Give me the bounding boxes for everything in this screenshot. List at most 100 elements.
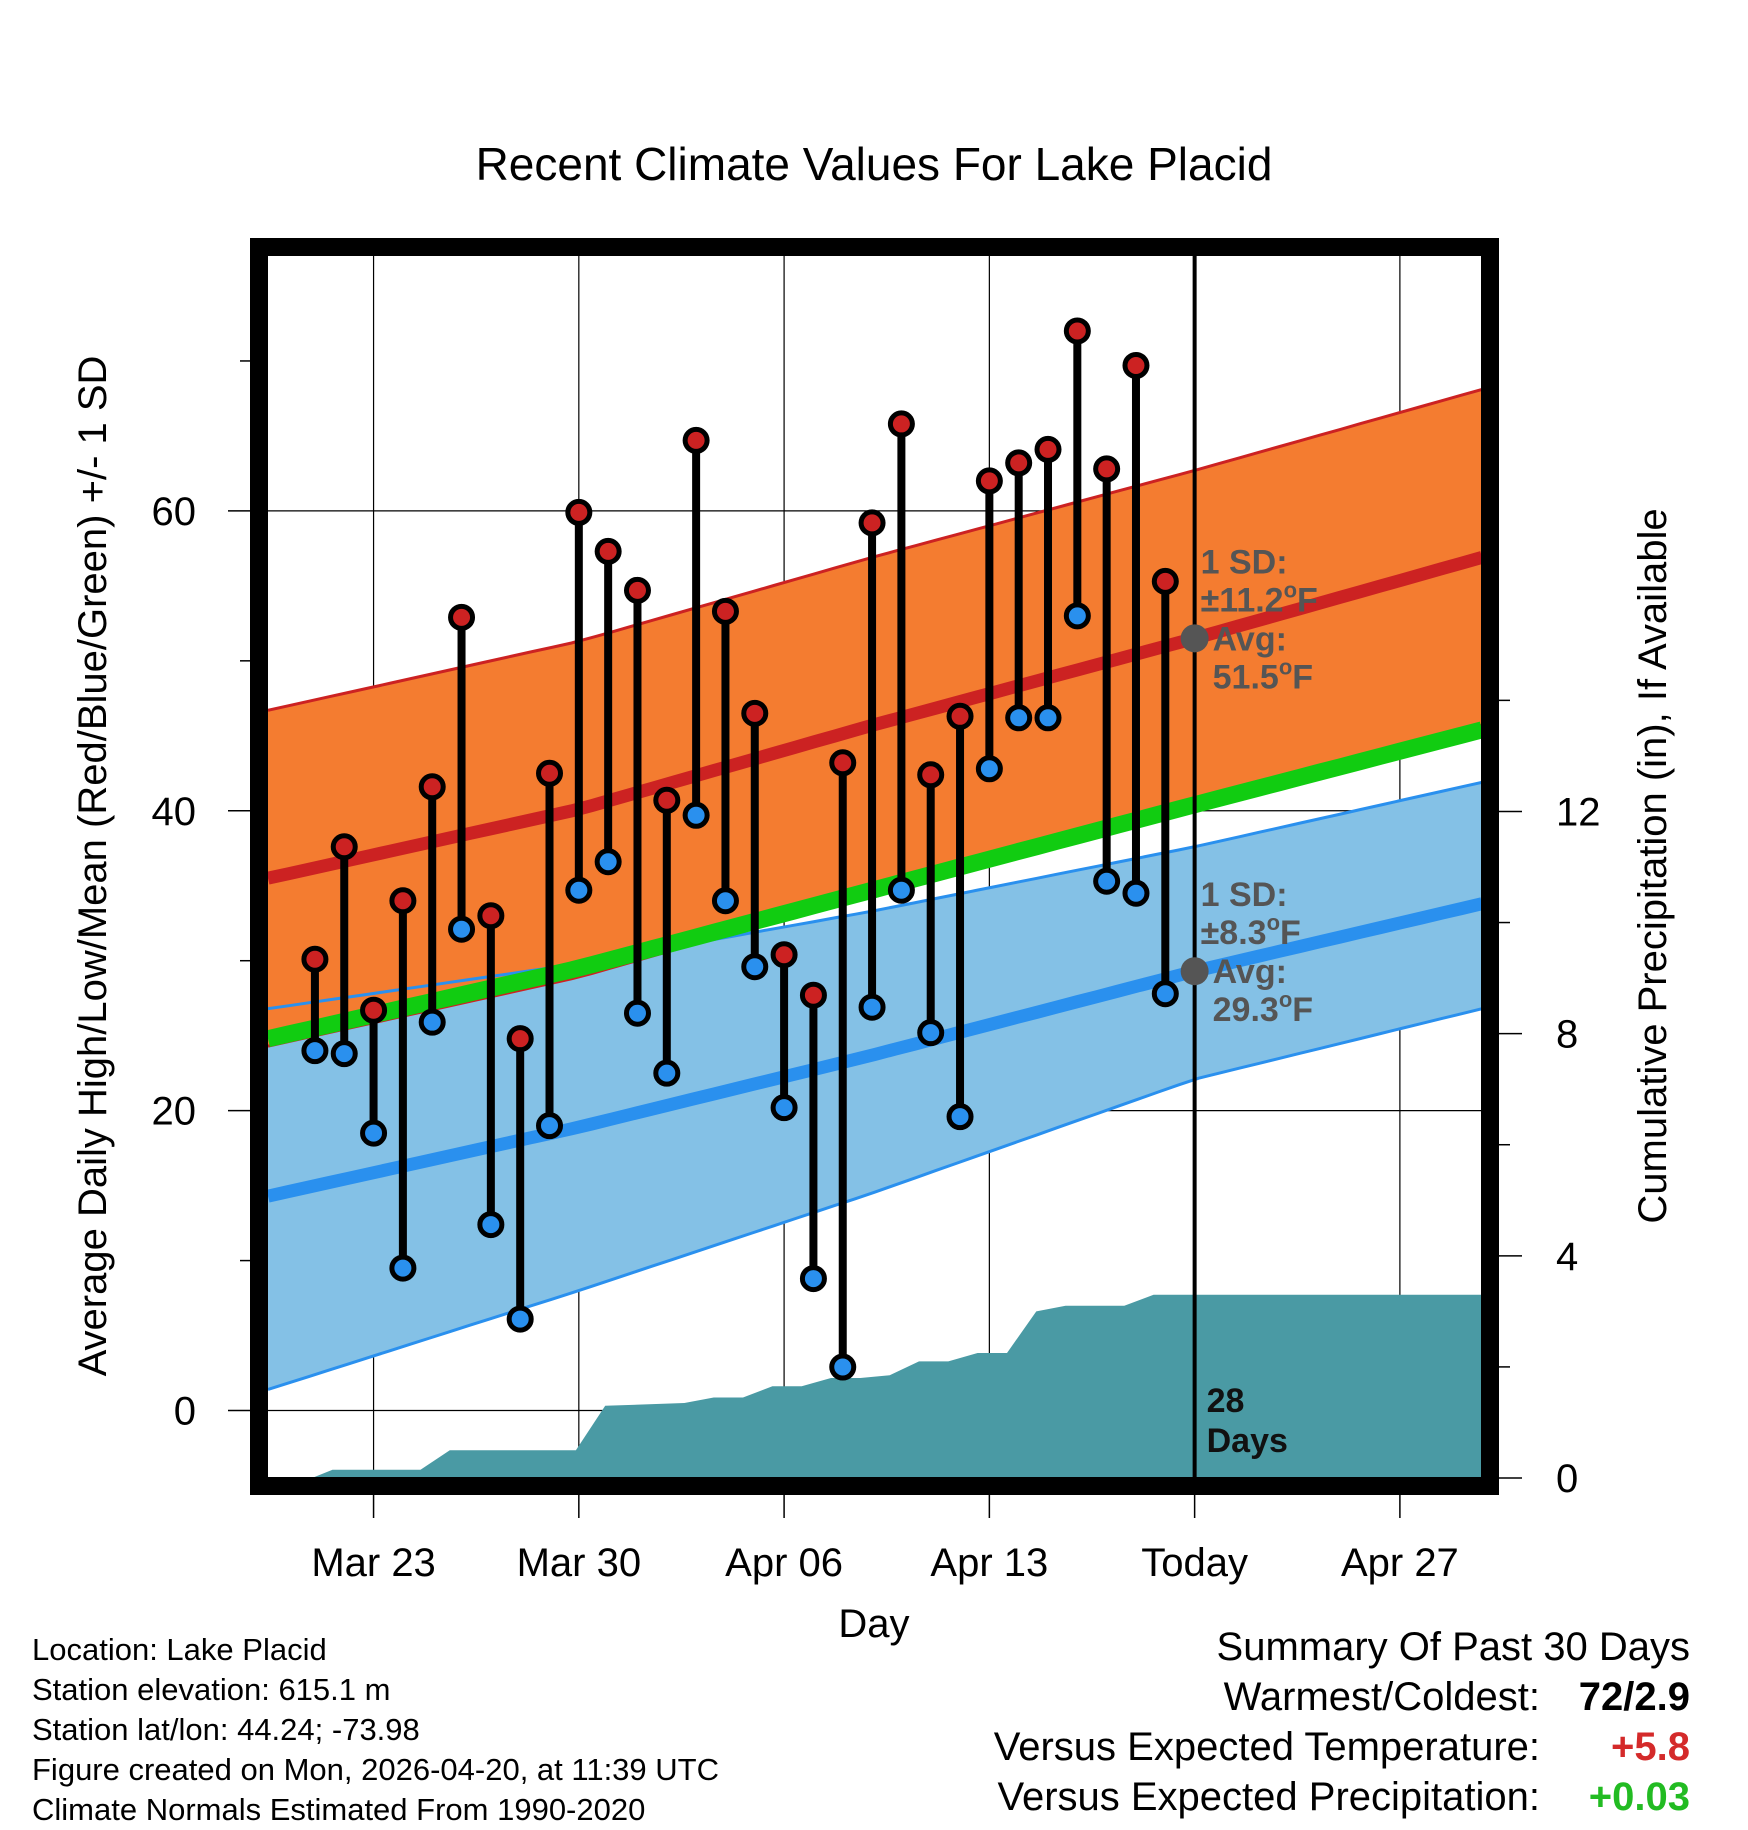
x-tick-label: Mar 30 — [517, 1541, 642, 1585]
y2-tick-label: 12 — [1556, 790, 1601, 834]
daily-low-point — [1093, 867, 1121, 895]
daily-low-point — [975, 755, 1003, 783]
degree-mark: o — [1279, 654, 1292, 679]
chart-title: Recent Climate Values For Lake Placid — [476, 138, 1273, 190]
daily-low-point — [506, 1305, 534, 1333]
unit: F — [1292, 658, 1313, 696]
daily-low-point — [682, 801, 710, 829]
daily-low-point — [1151, 980, 1179, 1008]
normals-text: Climate Normals Estimated From 1990-2020 — [32, 1792, 646, 1827]
daily-high-point — [917, 761, 945, 789]
warmest-label: Warmest/Coldest: — [1223, 1675, 1540, 1719]
low-today-marker — [1180, 957, 1209, 986]
low-normal-line — [268, 897, 1482, 1203]
daily-high-point — [1093, 455, 1121, 483]
daily-low-point — [389, 1254, 417, 1282]
high-sd-label: 1 SD: — [1201, 543, 1288, 581]
daily-high-point — [1063, 317, 1091, 345]
daily-low-point — [770, 1094, 798, 1122]
degree-mark: o — [1284, 577, 1297, 602]
daily-low-point — [1034, 704, 1062, 732]
sd-number: ±8.3 — [1201, 914, 1267, 952]
daily-low-point — [858, 993, 886, 1021]
daily-low-point — [653, 1059, 681, 1087]
low-sd-band — [268, 782, 1482, 1390]
temp-label: Versus Expected Temperature: — [993, 1725, 1540, 1769]
daily-high-point — [858, 509, 886, 537]
low-band-lower-edge — [268, 1007, 1482, 1391]
y2-tick-label: 4 — [1556, 1235, 1578, 1279]
daily-low-point — [917, 1019, 945, 1047]
elevation-text: Station elevation: 615.1 m — [32, 1672, 391, 1707]
unit: F — [1292, 991, 1313, 1029]
daily-high-point — [506, 1025, 534, 1053]
x-tick-label: Apr 06 — [725, 1541, 843, 1585]
days-count: 28 — [1207, 1382, 1245, 1420]
degree-mark: o — [1279, 987, 1292, 1012]
daily-high-point — [741, 699, 769, 727]
precip-label: Versus Expected Precipitation: — [997, 1775, 1540, 1819]
precipitation-area — [268, 1294, 1482, 1478]
y2-tick-label: 0 — [1556, 1457, 1578, 1501]
daily-high-point — [1005, 449, 1033, 477]
y2-tick-label: 8 — [1556, 1013, 1578, 1057]
daily-high-point — [887, 410, 915, 438]
x-tick-label: Today — [1141, 1541, 1248, 1585]
x-tick-label: Mar 23 — [311, 1541, 436, 1585]
daily-high-point — [711, 597, 739, 625]
station-metadata: Location: Lake Placid Station elevation:… — [32, 1630, 719, 1830]
avg-number: 51.5 — [1213, 658, 1279, 696]
daily-low-point — [330, 1040, 358, 1068]
daily-low-point — [741, 953, 769, 981]
daily-high-point — [330, 833, 358, 861]
latlon-text: Station lat/lon: 44.24; -73.98 — [32, 1712, 420, 1747]
daily-low-point — [360, 1119, 388, 1147]
y-tick-label: 40 — [152, 790, 197, 834]
daily-high-point — [829, 749, 857, 777]
daily-high-point — [682, 426, 710, 454]
daily-low-point — [301, 1037, 329, 1065]
daily-high-point — [1122, 351, 1150, 379]
daily-low-point — [565, 876, 593, 904]
daily-high-point — [770, 941, 798, 969]
unit: F — [1280, 914, 1301, 952]
daily-low-point — [418, 1008, 446, 1036]
daily-low-point — [1063, 602, 1091, 630]
low-avg-label: Avg: — [1213, 953, 1287, 991]
days-word: Days — [1207, 1422, 1288, 1460]
high-today-marker — [1180, 624, 1209, 653]
y-tick-label: 0 — [174, 1390, 196, 1434]
x-tick-label: Apr 27 — [1341, 1541, 1459, 1585]
low-sd-label: 1 SD: — [1201, 876, 1288, 914]
daily-high-point — [448, 603, 476, 631]
high-sd-value: ±11.2oF — [1201, 577, 1318, 619]
daily-low-point — [1122, 879, 1150, 907]
daily-low-point — [594, 848, 622, 876]
daily-high-point — [360, 996, 388, 1024]
y-tick-label: 60 — [152, 490, 197, 534]
x-axis-label: Day — [838, 1602, 909, 1646]
sd-number: ±11.2 — [1201, 581, 1284, 619]
y-axis-label: Average Daily High/Low/Mean (Red/Blue/Gr… — [71, 356, 115, 1377]
low-avg-value: 29.3oF — [1213, 987, 1313, 1029]
daily-low-point — [477, 1211, 505, 1239]
summary-row-precip: Versus Expected Precipitation: +0.03 — [994, 1772, 1690, 1822]
daily-high-point — [389, 887, 417, 915]
temp-value: +5.8 — [1611, 1725, 1690, 1769]
x-tick-label: Apr 13 — [930, 1541, 1048, 1585]
daily-high-point — [623, 576, 651, 604]
precip-value: +0.03 — [1588, 1775, 1690, 1819]
high-avg-value: 51.5oF — [1213, 654, 1313, 696]
y-tick-label: 20 — [152, 1090, 197, 1134]
summary-row-warmest: Warmest/Coldest: 72/2.9 — [994, 1672, 1690, 1722]
daily-low-point — [887, 876, 915, 904]
y2-axis-label: Cumulative Precipitation (in), If Availa… — [1631, 508, 1675, 1223]
summary-panel: Summary Of Past 30 Days Warmest/Coldest:… — [994, 1622, 1690, 1822]
summary-row-temp: Versus Expected Temperature: +5.8 — [994, 1722, 1690, 1772]
summary-heading: Summary Of Past 30 Days — [1216, 1625, 1690, 1669]
daily-high-point — [418, 773, 446, 801]
